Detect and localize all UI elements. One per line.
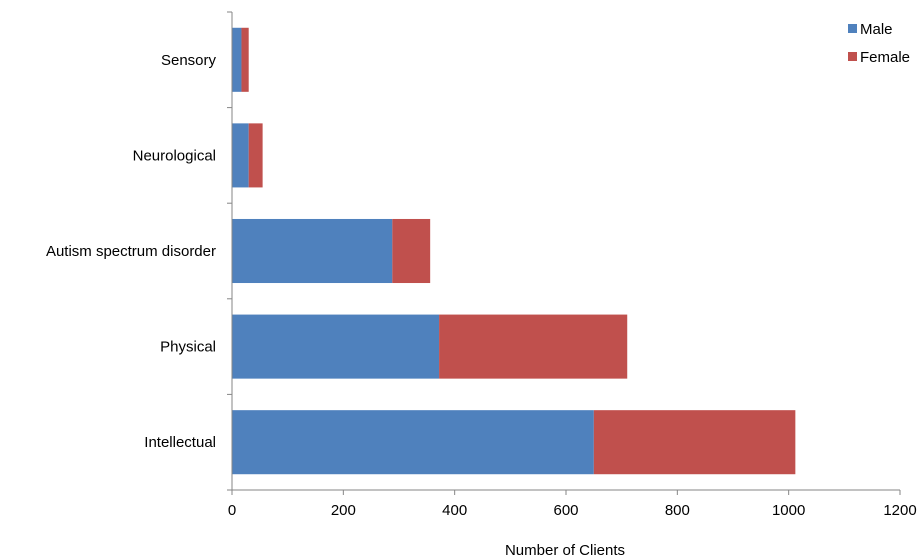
x-tick-label: 1200: [883, 502, 916, 519]
bar-male-intellectual: [232, 410, 594, 475]
x-tick-labels: 0 200 400 600 800 1000 1200: [228, 502, 917, 519]
category-label: Neurological: [133, 147, 216, 164]
axes-group: [227, 11, 901, 495]
category-label: Physical: [160, 339, 216, 356]
legend-label-male: Male: [860, 21, 893, 38]
x-tick-label: 200: [331, 502, 356, 519]
legend: Male Female: [848, 21, 910, 66]
x-tick-label: 800: [665, 502, 690, 519]
x-tick-label: 400: [442, 502, 467, 519]
x-tick-label: 1000: [772, 502, 805, 519]
legend-swatch-male: [848, 24, 857, 33]
bars-group: [232, 27, 796, 475]
category-label: Sensory: [161, 52, 217, 69]
bar-female-neurological: [248, 123, 263, 188]
bar-male-physical: [232, 314, 440, 379]
category-label: Intellectual: [144, 434, 216, 451]
x-axis-title: Number of Clients: [505, 542, 625, 559]
legend-label-female: Female: [860, 49, 910, 66]
bar-female-intellectual: [593, 410, 796, 475]
x-tick-label: 0: [228, 502, 236, 519]
x-tick-label: 600: [553, 502, 578, 519]
bar-male-autism-spectrum-disorder: [232, 218, 393, 284]
bar-male-sensory: [232, 27, 242, 92]
bar-female-physical: [439, 314, 628, 379]
category-labels: Sensory Neurological Autism spectrum disor…: [46, 52, 217, 451]
bar-female-autism-spectrum-disorder: [392, 218, 431, 284]
category-label: Autism spectrum disorder: [46, 243, 216, 260]
bar-male-neurological: [232, 123, 249, 188]
bar-female-sensory: [241, 27, 249, 92]
legend-swatch-female: [848, 52, 857, 61]
